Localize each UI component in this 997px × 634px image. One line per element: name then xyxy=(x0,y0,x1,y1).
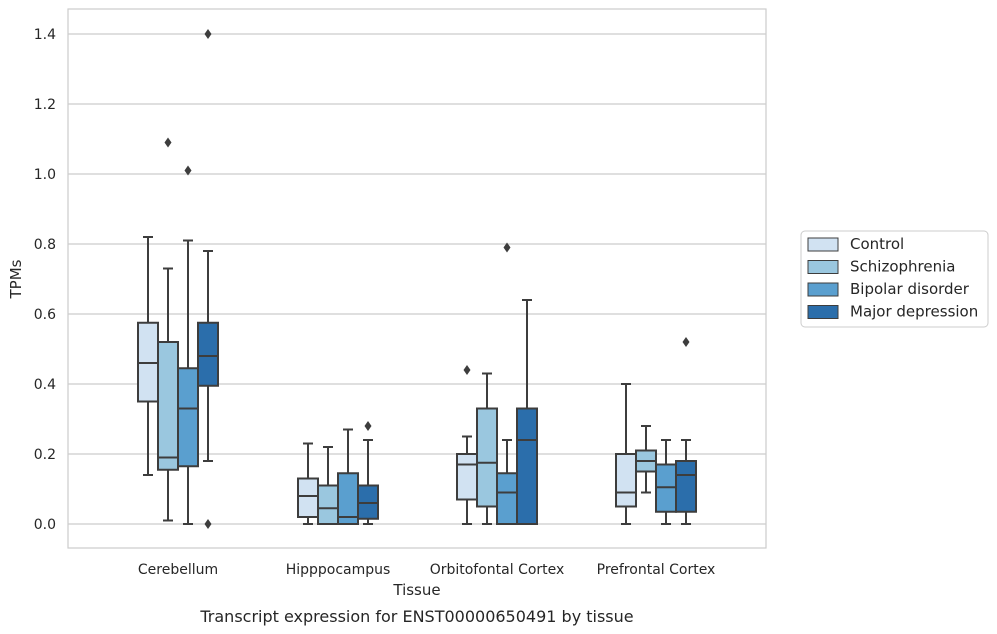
box-body xyxy=(317,484,339,525)
box-0-0 xyxy=(137,236,159,476)
box-3-1 xyxy=(635,425,657,494)
legend-swatch xyxy=(807,260,839,274)
y-tick-labels: 0.0 0.2 0.4 0.6 0.8 1.0 1.2 1.4 xyxy=(34,27,56,533)
box-2-3 xyxy=(516,299,538,525)
box-1-2 xyxy=(337,428,359,525)
boxes xyxy=(137,29,697,529)
legend: Control Schizophrenia Bipolar disorder Majo… xyxy=(800,230,989,328)
y-tick-label: 0.2 xyxy=(34,447,56,463)
x-tick-label: Prefrontal Cortex xyxy=(597,562,716,578)
chart-caption: Transcript expression for ENST0000065049… xyxy=(199,607,633,626)
y-tick-label: 0.6 xyxy=(34,307,56,323)
y-tick-label: 1.2 xyxy=(34,97,56,113)
x-axis-label: Tissue xyxy=(392,581,440,599)
box-body xyxy=(197,321,219,387)
box-body xyxy=(496,472,518,525)
box-body xyxy=(675,460,697,513)
box-2-1 xyxy=(476,372,498,525)
box-3-3 xyxy=(675,337,697,525)
box-0-2 xyxy=(177,165,199,525)
x-tick-labels: Cerebellum Hipppocampus Orbitofontal Corte… xyxy=(138,562,715,578)
y-tick-label: 1.4 xyxy=(34,27,56,43)
box-3-2 xyxy=(655,439,677,525)
outlier-point xyxy=(184,165,192,176)
box-2-2 xyxy=(496,242,518,525)
y-tick-label: 0.8 xyxy=(34,237,56,253)
legend-label: Major depression xyxy=(850,303,978,321)
plot-frame xyxy=(67,8,767,549)
box-body xyxy=(297,477,319,518)
box-2-0 xyxy=(456,365,478,525)
box-3-0 xyxy=(615,383,637,525)
box-body xyxy=(157,341,179,471)
box-body xyxy=(456,453,478,501)
outlier-point xyxy=(503,242,511,253)
box-0-3 xyxy=(197,29,219,529)
box-body xyxy=(516,407,538,525)
box-0-1 xyxy=(157,137,179,522)
box-body xyxy=(476,407,498,508)
outlier-point xyxy=(682,337,690,347)
y-axis-label: TPMs xyxy=(7,259,25,299)
legend-frame xyxy=(800,230,989,328)
y-tick-label: 0.4 xyxy=(34,377,56,393)
outlier-point xyxy=(463,365,471,375)
legend-swatch xyxy=(807,305,839,319)
y-tick-label: 1.0 xyxy=(34,167,56,183)
legend-swatch xyxy=(807,237,839,252)
box-1-1 xyxy=(317,446,339,525)
box-body xyxy=(177,367,199,468)
x-tick-label: Cerebellum xyxy=(138,562,218,578)
box-body xyxy=(615,453,637,508)
x-tick-label: Hipppocampus xyxy=(286,562,391,578)
legend-label: Control xyxy=(850,235,904,253)
legend-swatch xyxy=(807,282,839,297)
box-1-3 xyxy=(357,421,379,525)
x-tick-label: Orbitofontal Cortex xyxy=(430,562,565,578)
outlier-point xyxy=(164,137,172,148)
box-1-0 xyxy=(297,442,319,525)
y-tick-label: 0.0 xyxy=(34,517,56,533)
outlier-point xyxy=(204,519,212,529)
legend-label: Schizophrenia xyxy=(850,258,955,276)
outlier-point xyxy=(364,421,372,431)
outlier-point xyxy=(204,29,212,39)
legend-label: Bipolar disorder xyxy=(850,280,970,298)
